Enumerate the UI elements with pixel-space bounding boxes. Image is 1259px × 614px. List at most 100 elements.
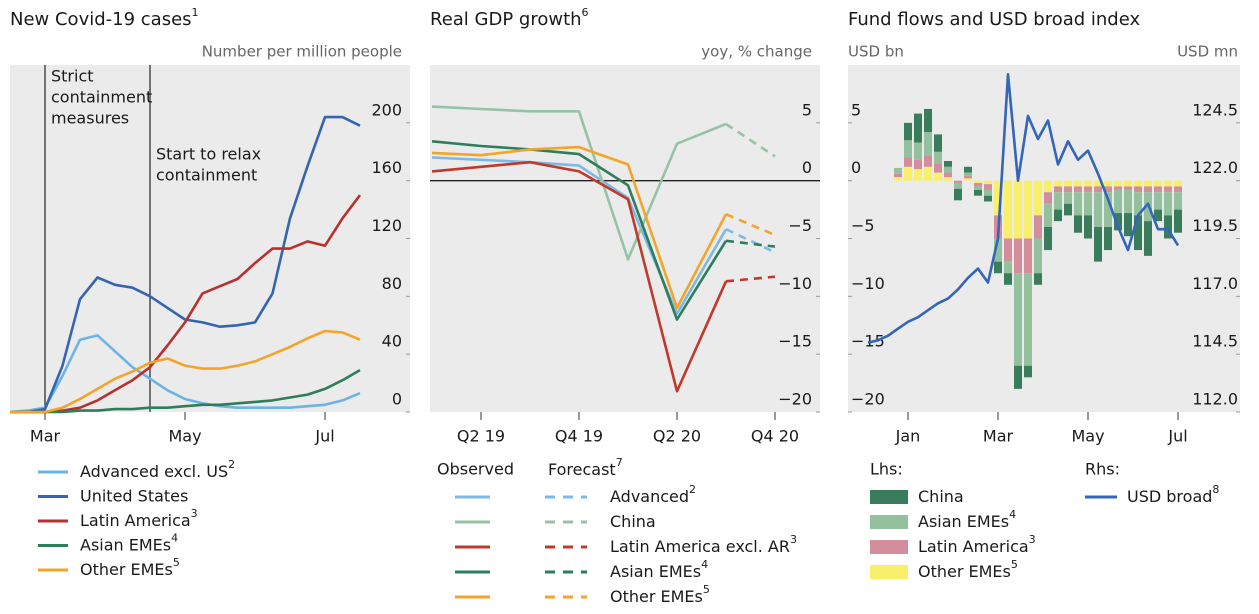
chart-title-text: Real GDP growth [430, 9, 582, 30]
bar-segment [1054, 209, 1062, 222]
bar-segment [1134, 215, 1142, 251]
bar-segment [904, 122, 912, 141]
x-tick-label: Jul [1167, 427, 1187, 446]
chart-title: Real GDP growth6 [430, 6, 589, 30]
bar-segment [1134, 186, 1142, 193]
legend-label: Other EMEs5 [80, 556, 180, 579]
bar-segment [1134, 180, 1142, 187]
bar-segment [914, 142, 922, 160]
series-line [431, 156, 728, 315]
bar-segment [984, 180, 992, 185]
y2-tick-label: 124.5 [1192, 100, 1238, 119]
bar-segment [914, 113, 922, 143]
bar-segment [1064, 180, 1072, 187]
bar-segment [984, 184, 992, 190]
bar-segment [1074, 192, 1082, 216]
bar-segment [1114, 180, 1122, 187]
bar-segment [1064, 192, 1072, 204]
bar-segment [994, 180, 1002, 216]
y-tick-label: −15 [851, 332, 885, 351]
legend-label-text: Latin America [918, 537, 1029, 556]
y2-tick-label: 112.0 [1192, 390, 1238, 409]
legend-label-text: Asian EMEs [610, 562, 701, 581]
bar-segment [1164, 186, 1172, 193]
x-tick-label: Mar [983, 427, 1014, 446]
y-tick-label: −15 [778, 332, 812, 351]
bar-segment [964, 172, 972, 177]
legend-header-text: Forecast [548, 460, 616, 479]
series-line [431, 145, 728, 310]
legend-label-note: 2 [228, 458, 235, 471]
bar-segment [1124, 213, 1132, 237]
x-tick-label: Q2 20 [653, 427, 701, 446]
bar-segment [1094, 186, 1102, 193]
legend-label: China [918, 487, 964, 506]
bar-segment [1174, 192, 1182, 210]
bar-segment [954, 180, 962, 183]
legend-label: Asian EMEs4 [918, 508, 1016, 531]
legend-label-text: Advanced excl. US [80, 462, 228, 481]
y-tick-label: 40 [382, 332, 402, 351]
bar-segment [1154, 209, 1162, 222]
bar-segment [1074, 180, 1082, 187]
legend-swatch [870, 515, 908, 529]
series-line [10, 368, 361, 414]
x-tick-label: Jul [314, 427, 334, 446]
bar-segment [1024, 238, 1032, 274]
chart-title-note: 6 [582, 6, 589, 19]
annotation-text: containment [51, 88, 152, 107]
bar-segment [1024, 180, 1032, 239]
bar-segment [1104, 186, 1112, 193]
series-line [10, 115, 361, 414]
bar-segment [1104, 180, 1112, 187]
forecast-line [725, 213, 776, 237]
legend-label-note: 4 [701, 558, 708, 571]
bar-segment [1154, 180, 1162, 187]
series-line [10, 329, 361, 414]
bar-segment [1034, 273, 1042, 285]
bar-segment [1044, 180, 1052, 193]
annotation-text: measures [51, 109, 129, 128]
y-tick-label: −10 [778, 274, 812, 293]
bar-segment [1044, 192, 1052, 204]
series-line [431, 140, 728, 321]
bar-segment [1014, 238, 1022, 274]
legend-label-text: Latin America excl. AR [610, 537, 790, 556]
legend-label-text: Asian EMEs [80, 535, 171, 554]
bar-segment [954, 188, 962, 201]
bar-segment [1074, 215, 1082, 233]
bar-segment [1034, 238, 1042, 274]
bar-segment [934, 163, 942, 173]
bar-segment [974, 182, 982, 187]
bar-segment [1114, 189, 1122, 214]
annotation-text: Start to relax [156, 145, 261, 164]
legend-label-note: 3 [1029, 533, 1036, 546]
bar-segment [1054, 192, 1062, 210]
legend-label: China [610, 512, 656, 531]
bar-segment [974, 189, 982, 196]
y-tick-label: −10 [851, 274, 885, 293]
legend-label-text: Other EMEs [80, 560, 173, 579]
bar-segment [944, 161, 952, 167]
y-tick-label: −5 [851, 216, 875, 235]
x-tick-label: May [168, 427, 201, 446]
bar-segment [974, 180, 982, 183]
y-tick-label: 120 [371, 216, 402, 235]
annotation-text: containment [156, 166, 257, 185]
bar-segment [994, 238, 1002, 262]
y-tick-label: 5 [851, 100, 861, 119]
bar-segment [1004, 238, 1012, 262]
bar-segment [1104, 192, 1112, 227]
annotation-text: Strict [51, 67, 94, 86]
y2-tick-label: 119.5 [1192, 216, 1238, 235]
chart-title: New Covid-19 cases1 [10, 6, 199, 30]
bar-segment [1094, 226, 1102, 262]
legend-label: Latin America3 [80, 507, 198, 530]
x-tick-label: Mar [30, 427, 61, 446]
bar-segment [1104, 226, 1112, 251]
legend-label: Other EMEs5 [610, 583, 710, 606]
bar-segment [924, 108, 932, 133]
bar-segment [1014, 180, 1022, 239]
y-tick-label: 200 [371, 100, 402, 119]
legend-label: Asian EMEs4 [80, 532, 178, 555]
